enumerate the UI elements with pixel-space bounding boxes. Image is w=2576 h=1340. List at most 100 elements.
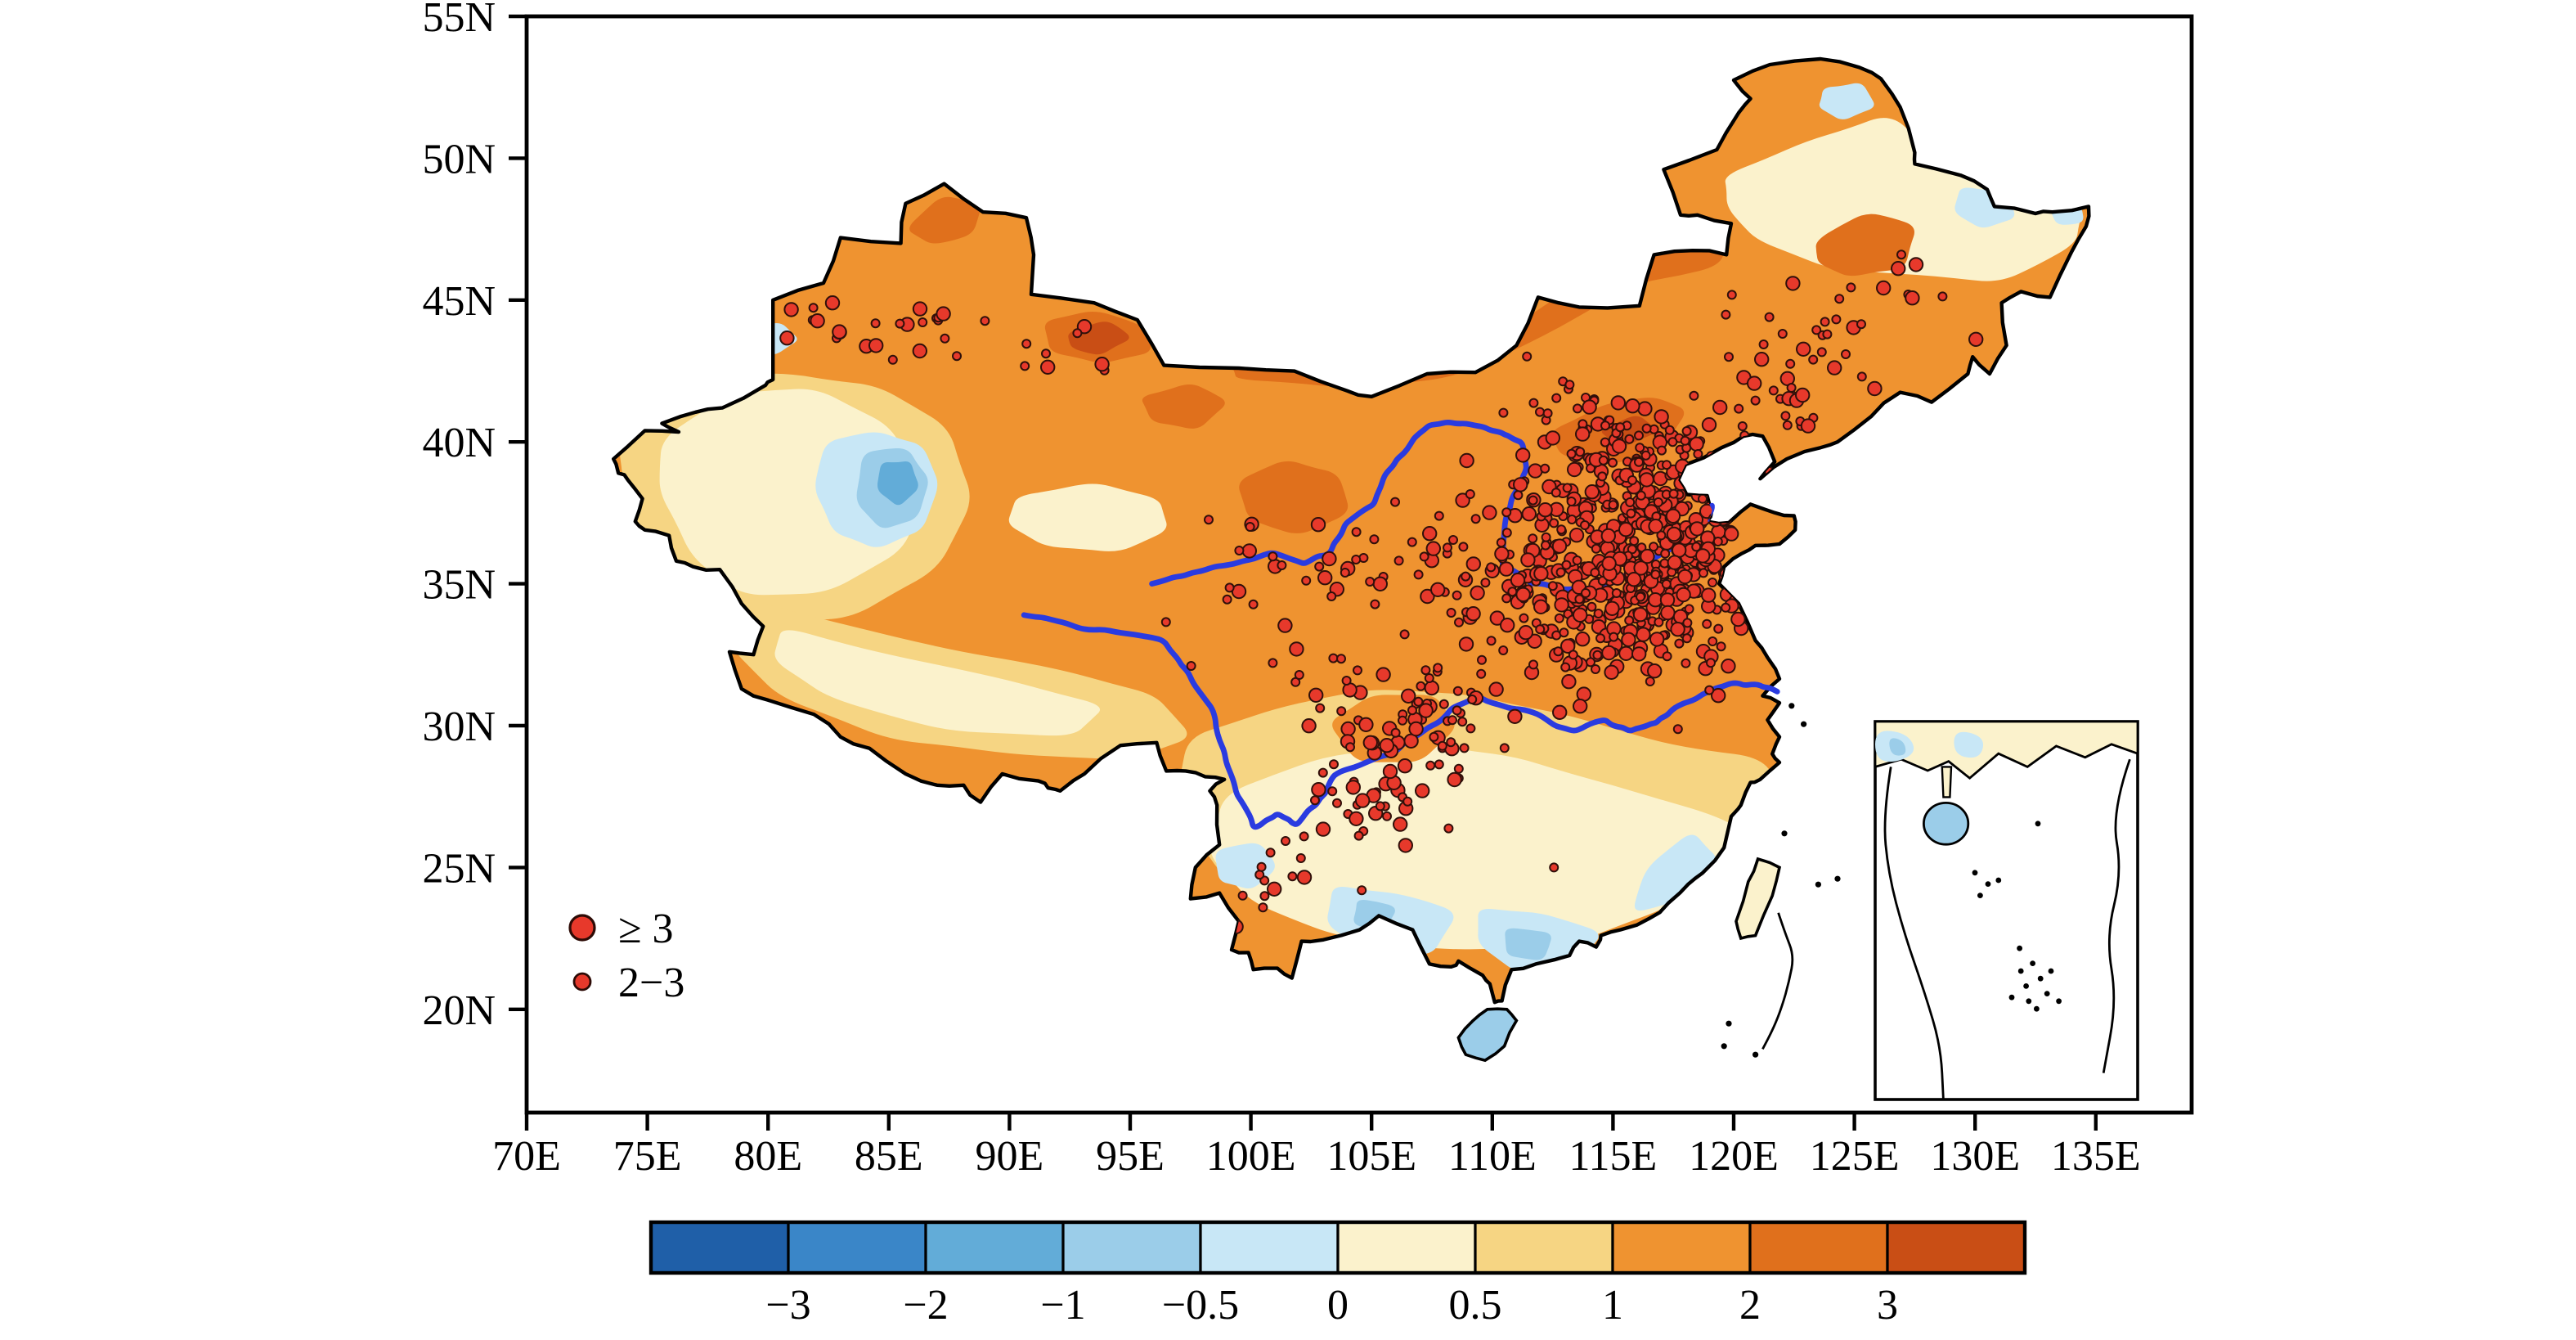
station-dot-large (1401, 688, 1416, 704)
station-dot-small (1786, 383, 1797, 393)
inset-coastline (1874, 720, 2139, 780)
station-dot-small (1237, 890, 1248, 901)
station-dot-large (1695, 548, 1711, 564)
station-dot-small (1600, 437, 1610, 447)
station-dot-small (1811, 325, 1822, 335)
station-dot-small (1609, 632, 1619, 642)
inset-island-dot (2017, 968, 2024, 974)
station-dot-large (1533, 599, 1549, 614)
station-dot-small (1816, 347, 1827, 357)
station-dot-small (1549, 518, 1560, 528)
lat-tick-label: 55N (422, 0, 496, 41)
colorbar-tick-label: −0.5 (1162, 1282, 1239, 1329)
station-dot-large (1876, 280, 1892, 296)
station-dot-large (1573, 699, 1588, 714)
station-dot-small (1556, 524, 1567, 535)
station-dot-large (1382, 763, 1398, 780)
station-dot-small (1222, 594, 1232, 605)
station-dot-large (1567, 461, 1582, 478)
station-dot-large (1425, 541, 1442, 556)
legend-dot-small (572, 972, 592, 992)
station-dot-small (1434, 510, 1444, 521)
station-dot-small (1549, 862, 1560, 873)
station-dot-small (1592, 650, 1603, 660)
station-dot-large (1289, 641, 1304, 657)
station-dot-small (1573, 403, 1582, 414)
station-dot-large (1582, 399, 1597, 415)
station-dot-small (1370, 599, 1380, 609)
station-dot-large (1470, 585, 1485, 600)
small-island (1815, 881, 1821, 888)
station-dot-small (1551, 393, 1562, 403)
station-dot-small (1329, 759, 1339, 770)
station-dot-small (1477, 654, 1487, 665)
station-dot-large (1094, 357, 1110, 372)
station-dot-small (1420, 665, 1431, 676)
station-dot-small (1595, 633, 1605, 644)
station-dot-small (756, 298, 766, 308)
station-dot-small (1369, 534, 1380, 545)
colorbar-tick-label: −2 (903, 1282, 948, 1329)
station-dot-small (870, 318, 881, 329)
station-dot-large (1701, 417, 1717, 433)
station-dot-small (1496, 537, 1506, 548)
station-dot-large (1408, 721, 1424, 737)
station-dot-small (1641, 423, 1652, 434)
station-dot-small (1522, 351, 1533, 362)
station-dot-large (1665, 508, 1681, 524)
legend-dot-large (568, 914, 596, 942)
station-dot-small (1452, 686, 1463, 696)
station-dot-large (1424, 680, 1440, 696)
station-dot-small (1393, 555, 1404, 566)
station-dot-small (1831, 314, 1842, 325)
station-dot-large (1518, 625, 1534, 641)
station-dot-small (1726, 290, 1737, 300)
station-dot-small (1317, 767, 1328, 778)
station-dot-small (1554, 613, 1564, 623)
station-dot-small (1624, 615, 1635, 626)
station-dot-small (1186, 661, 1196, 671)
station-dot-small (1856, 319, 1866, 330)
station-dot-small (1937, 291, 1948, 302)
contour-blob-p3 (1142, 384, 1225, 429)
station-dot-large (1827, 360, 1842, 375)
legend-label-large: ≥ 3 (618, 906, 674, 952)
station-dot-small (1568, 650, 1578, 660)
contour-blob-m05 (1634, 834, 1716, 911)
station-dot-small (980, 316, 990, 326)
station-dot-small (1561, 560, 1572, 570)
station-dot-large (1647, 663, 1663, 679)
lon-tick-label: 85E (855, 1133, 923, 1180)
station-dot-small (1706, 658, 1716, 668)
station-dot-small (1458, 542, 1469, 552)
station-dot-small (1734, 403, 1744, 414)
station-dot-large (1724, 526, 1739, 542)
station-dot-small (1782, 420, 1793, 430)
station-dot-large (1498, 561, 1515, 577)
station-dot-large (1317, 570, 1333, 586)
station-dot-small (1693, 449, 1703, 459)
station-dot-small (1254, 870, 1265, 880)
contour-blob-p3 (1239, 461, 1349, 533)
small-island (1721, 1043, 1727, 1050)
colorbar-tick-label: −3 (765, 1282, 810, 1329)
station-dot-small (1699, 568, 1708, 578)
station-dot-small (1581, 588, 1591, 598)
station-dot-small (1259, 891, 1270, 902)
station-dot-small (1600, 420, 1610, 431)
station-dot-large (1649, 632, 1665, 647)
station-dot-large (1513, 477, 1528, 492)
station-dot-small (1424, 673, 1434, 683)
colorbar-segment (1474, 1221, 1614, 1275)
station-dot-small (808, 303, 819, 313)
station-dot-large (1712, 399, 1728, 416)
station-dot-large (1515, 587, 1531, 602)
station-dot-large (824, 295, 841, 311)
station-dot-large (1552, 704, 1568, 720)
station-dot-small (1691, 542, 1702, 552)
map-layer (612, 56, 2091, 1063)
station-dot-small (1476, 668, 1487, 679)
station-dot-small (1553, 646, 1564, 657)
station-dot-large (1752, 590, 1767, 605)
inset-island-dot (2037, 975, 2044, 982)
